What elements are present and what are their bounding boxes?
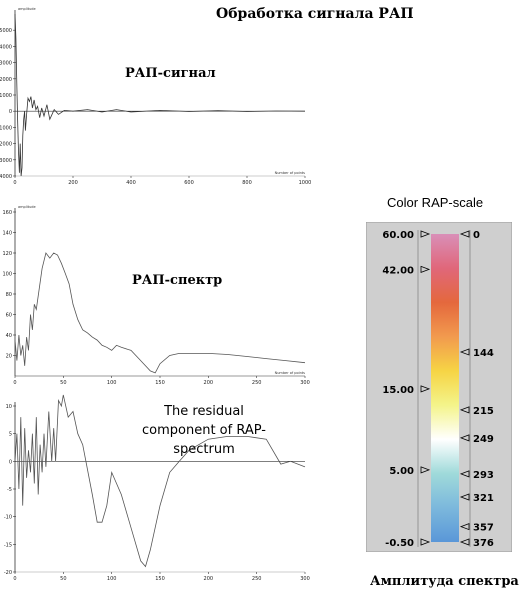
- x-tick-label: 0: [13, 180, 16, 185]
- x-tick-label: 0: [13, 380, 16, 386]
- scale-right-label: 376: [473, 538, 494, 549]
- x-tick-label: 300: [300, 576, 310, 582]
- scale-left-label: 42.00: [382, 265, 414, 276]
- spectrum-chart: 20 40 60 80 100 120 140 160 0 50 100 150 200 250 300 am…: [2, 205, 309, 386]
- x-axis-label: Number of points: [275, 171, 306, 175]
- scale-left-marker: [420, 466, 431, 474]
- x-tick-label: 150: [155, 576, 165, 582]
- scale-left-marker: [420, 265, 431, 273]
- x-tick-label: 400: [126, 180, 136, 185]
- y-tick-label: 0: [9, 459, 12, 465]
- x-tick-label: 100: [107, 576, 117, 582]
- signal-tick-labels: -4000-3000-2000-100001000200030004000500…: [0, 7, 311, 185]
- signal-axes: [13, 10, 306, 178]
- y-tick-label: 5: [9, 432, 12, 438]
- scale-right-label: 321: [473, 493, 494, 504]
- color-scale-panel: 60.00 42.00 15.00 5.00 -0.50 0 144 215 249 293 32…: [366, 222, 512, 552]
- x-tick-label: 300: [300, 380, 310, 386]
- y-tick-label: 20: [6, 354, 12, 360]
- scale-right-marker: [459, 493, 470, 501]
- x-tick-label: 200: [68, 180, 78, 185]
- scale-right-marker: [459, 406, 470, 414]
- x-tick-label: 50: [60, 380, 66, 386]
- scale-right-marker: [459, 348, 470, 356]
- y-tick-label: 5000: [0, 28, 12, 34]
- x-tick-label: 250: [252, 380, 262, 386]
- scale-title: Color RAP-scale: [387, 195, 484, 210]
- x-tick-label: 100: [107, 380, 117, 386]
- y-tick-label: 100: [2, 272, 12, 278]
- y-tick-label: 1000: [0, 93, 12, 99]
- scale-left-labels: 60.00 42.00 15.00 5.00 -0.50: [382, 230, 431, 549]
- scale-left-marker: [420, 230, 431, 238]
- y-axis-label: amplitude: [18, 205, 36, 209]
- scale-right-label: 357: [473, 523, 494, 534]
- x-tick-label: 200: [204, 576, 214, 582]
- y-tick-label: 60: [6, 313, 12, 319]
- spectrum-series-line: [14, 252, 306, 374]
- y-tick-label: 40: [6, 333, 12, 339]
- scale-right-label: 249: [473, 434, 494, 445]
- y-tick-label: -10: [4, 515, 12, 521]
- scale-caption: Амплитуда спектра: [370, 574, 519, 589]
- spectrum-tick-labels: 20 40 60 80 100 120 140 160 0 50 100 150 200 250 300 am…: [2, 205, 309, 386]
- y-tick-label: -4000: [0, 174, 12, 180]
- x-tick-label: 50: [60, 576, 66, 582]
- residual-chart-title: The residual component of RAP-spectrum: [142, 404, 266, 457]
- x-tick-label: 800: [242, 180, 252, 185]
- x-tick-label: 200: [204, 380, 214, 386]
- y-tick-label: 4000: [0, 44, 12, 50]
- scale-left-label: -0.50: [385, 538, 414, 549]
- y-tick-label: 3000: [0, 61, 12, 67]
- y-tick-label: -1000: [0, 125, 12, 131]
- y-tick-label: -20: [4, 570, 12, 576]
- x-tick-label: 150: [155, 380, 165, 386]
- spectrum-chart-title: РАП-спектр: [132, 273, 223, 288]
- scale-right-marker: [459, 434, 470, 442]
- y-tick-label: -15: [4, 542, 12, 548]
- scale-left-label: 60.00: [382, 230, 414, 241]
- scale-right-labels: 0 144 215 249 293 321 357 376: [459, 230, 494, 549]
- scale-left-label: 15.00: [382, 385, 414, 396]
- x-axis-label: Number of points: [275, 371, 306, 375]
- residual-series-line: [14, 394, 306, 568]
- scale-left-label: 5.00: [389, 466, 414, 477]
- y-axis-label: amplitude: [18, 7, 36, 11]
- color-bar: [431, 234, 459, 542]
- y-tick-label: 0: [9, 109, 12, 115]
- residual-axes: [13, 402, 306, 574]
- y-tick-label: -5: [7, 487, 12, 493]
- y-tick-label: 2000: [0, 77, 12, 83]
- page-title: Обработка сигнала РАП: [216, 6, 414, 22]
- y-tick-label: 140: [2, 231, 12, 237]
- scale-left-marker: [420, 385, 431, 393]
- scale-right-marker: [459, 230, 470, 238]
- signal-chart-title: РАП-сигнал: [125, 66, 216, 81]
- scale-right-marker: [459, 523, 470, 531]
- scale-right-label: 215: [473, 406, 494, 417]
- y-tick-label: 160: [2, 210, 12, 216]
- x-tick-label: 0: [13, 576, 16, 582]
- scale-left-marker: [420, 538, 431, 546]
- x-tick-label: 1000: [299, 180, 312, 185]
- signal-series-line: [14, 13, 306, 177]
- y-tick-label: 10: [6, 404, 12, 410]
- y-tick-label: -2000: [0, 142, 12, 148]
- scale-right-marker: [459, 470, 470, 478]
- scale-right-marker: [459, 538, 470, 546]
- scale-right-label: 293: [473, 470, 494, 481]
- signal-chart: -4000-3000-2000-100001000200030004000500…: [0, 7, 311, 185]
- x-tick-label: 600: [184, 180, 194, 185]
- y-tick-label: 80: [6, 292, 12, 298]
- scale-right-label: 144: [473, 348, 494, 359]
- x-tick-label: 250: [252, 576, 262, 582]
- scale-right-label: 0: [473, 230, 480, 241]
- y-tick-label: -3000: [0, 158, 12, 164]
- spectrum-axes: [13, 208, 306, 378]
- y-tick-label: 120: [2, 251, 12, 257]
